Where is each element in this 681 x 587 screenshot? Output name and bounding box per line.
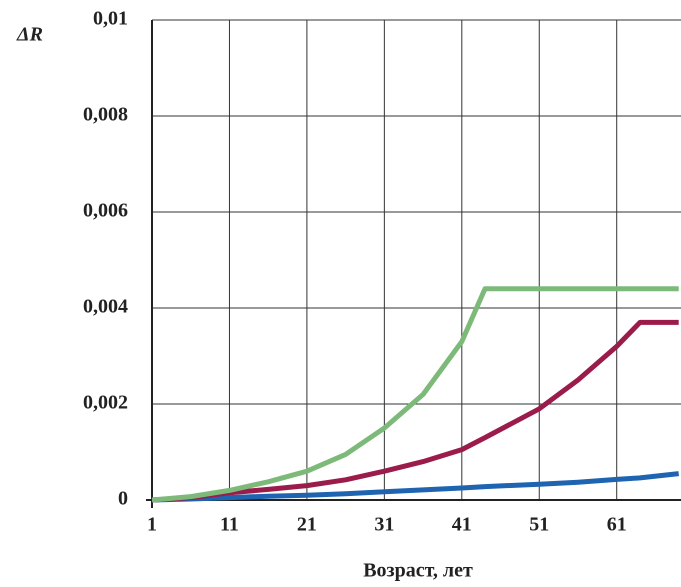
x-tick-label: 41 [452, 514, 472, 536]
x-tick-label: 1 [147, 514, 157, 536]
y-axis-label: ΔR [16, 24, 43, 46]
y-tick-label: 0,004 [83, 296, 128, 318]
series-line [151, 471, 679, 503]
series-line [151, 319, 679, 503]
y-tick-label: 0,002 [83, 392, 128, 414]
x-tick-label: 51 [529, 514, 549, 536]
y-tick-label: 0 [118, 488, 128, 510]
x-axis-label: Возраст, лет [363, 560, 473, 582]
series-line [151, 286, 679, 503]
x-tick-label: 21 [297, 514, 317, 536]
x-tick-label: 61 [607, 514, 627, 536]
y-tick-label: 0,01 [93, 8, 128, 30]
x-tick-label: 11 [220, 514, 239, 536]
x-tick-label: 31 [374, 514, 394, 536]
y-tick-label: 0,008 [83, 104, 128, 126]
y-tick-label: 0,006 [83, 200, 128, 222]
